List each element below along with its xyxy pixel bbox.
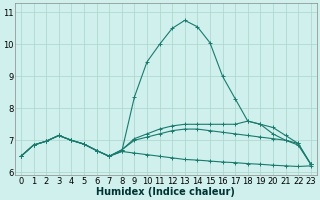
X-axis label: Humidex (Indice chaleur): Humidex (Indice chaleur): [96, 187, 235, 197]
